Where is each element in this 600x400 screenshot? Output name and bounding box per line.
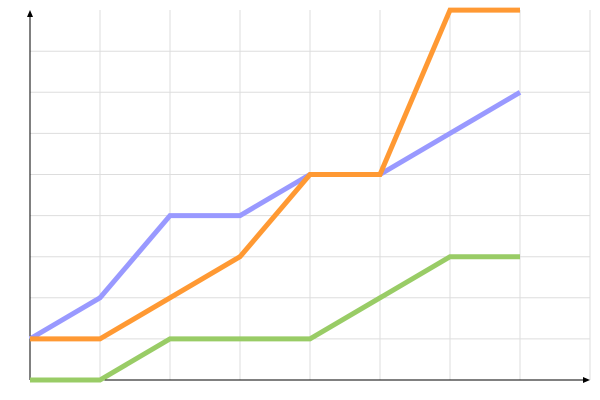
y-axis-arrow-icon [27,10,33,17]
x-axis-arrow-icon [583,377,590,383]
series-line-2 [30,7,520,342]
series-line-3 [30,254,520,383]
series-line-1 [28,90,522,342]
